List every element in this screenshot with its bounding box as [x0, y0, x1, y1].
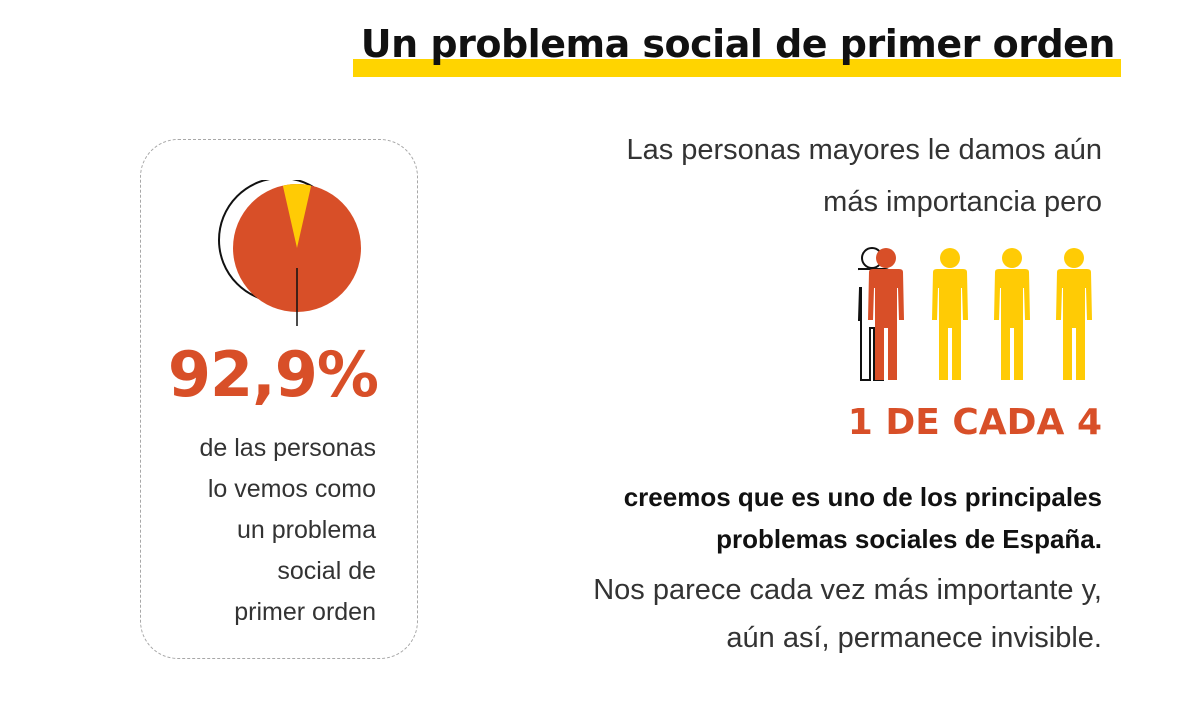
stat-description-line: un problema: [237, 516, 376, 544]
people-row: [858, 247, 1092, 381]
intro-text: Las personas mayores le damos aún más im…: [542, 124, 1102, 228]
stat-description-line: lo vemos como: [207, 475, 376, 503]
intro-line: Las personas mayores le damos aún: [626, 134, 1102, 166]
stat-description-line: social de: [277, 557, 376, 585]
stat-card: [140, 139, 418, 659]
ratio-headline: 1 DE CADA 4: [847, 402, 1102, 443]
title-block: Un problema social de primer orden: [352, 22, 1121, 77]
person-icon: [1056, 248, 1092, 380]
person-icon: [994, 248, 1030, 380]
stat-description: de las personas lo vemos como un problem…: [140, 428, 376, 633]
bold-statement: creemos que es uno de los principales pr…: [502, 476, 1102, 560]
closing-text: Nos parece cada vez más importante y, aú…: [462, 566, 1102, 662]
stat-percentage: 92,9%: [167, 338, 379, 411]
page-title: Un problema social de primer orden: [360, 22, 1116, 66]
closing-line: Nos parece cada vez más importante y,: [593, 574, 1102, 606]
person-icon: [932, 248, 968, 380]
closing-line: aún así, permanece invisible.: [726, 622, 1102, 654]
intro-line: más importancia pero: [823, 186, 1102, 218]
stat-description-line: de las personas: [199, 434, 376, 462]
stat-description-line: primer orden: [234, 598, 376, 626]
title-highlight-bar: [352, 59, 1121, 77]
pie-slice-highlight: [282, 184, 312, 248]
bold-statement-line: problemas sociales de España.: [716, 524, 1102, 554]
bold-statement-line: creemos que es uno de los principales: [623, 482, 1102, 512]
pie-chart-icon: [218, 180, 361, 326]
